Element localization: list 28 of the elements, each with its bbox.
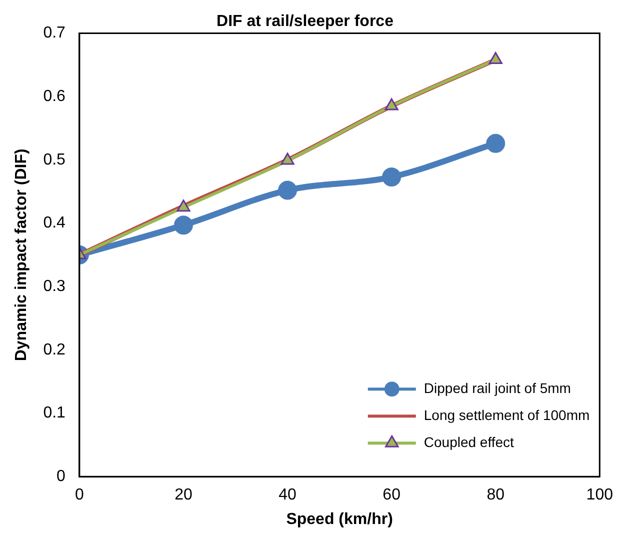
point <box>280 152 294 165</box>
point <box>382 167 402 186</box>
y-tick-label: 0.2 <box>43 341 66 358</box>
chart-title: DIF at rail/sleeper force <box>216 13 394 30</box>
x-axis-title: Speed (km/hr) <box>286 510 393 528</box>
point <box>278 180 298 200</box>
x-tick-label: 80 <box>486 486 505 504</box>
y-tick-label: 0 <box>56 468 66 486</box>
legend-label: Long settlement of 100mm <box>424 406 590 423</box>
point <box>174 216 193 235</box>
x-tick-label: 60 <box>382 486 401 504</box>
y-tick-label: 0.1 <box>43 404 66 422</box>
point <box>384 98 398 110</box>
point <box>486 134 506 153</box>
point <box>488 52 502 64</box>
x-tick-label: 40 <box>278 486 297 504</box>
x-tick-label: 20 <box>174 486 192 504</box>
x-tick-label: 0 <box>74 486 84 504</box>
legend-label: Coupled effect <box>424 434 514 450</box>
y-tick-label: 0.7 <box>43 24 66 42</box>
point <box>176 200 190 212</box>
legend-label: Dipped rail joint of 5mm <box>424 380 571 396</box>
y-tick-label: 0.3 <box>43 278 66 295</box>
y-axis-title: Dynamic impact factor (DIF) <box>13 148 30 362</box>
y-tick-label: 0.5 <box>43 151 66 168</box>
x-tick-label: 100 <box>586 486 614 504</box>
y-tick-label: 0.6 <box>43 88 66 105</box>
y-tick-label: 0.4 <box>43 214 66 232</box>
